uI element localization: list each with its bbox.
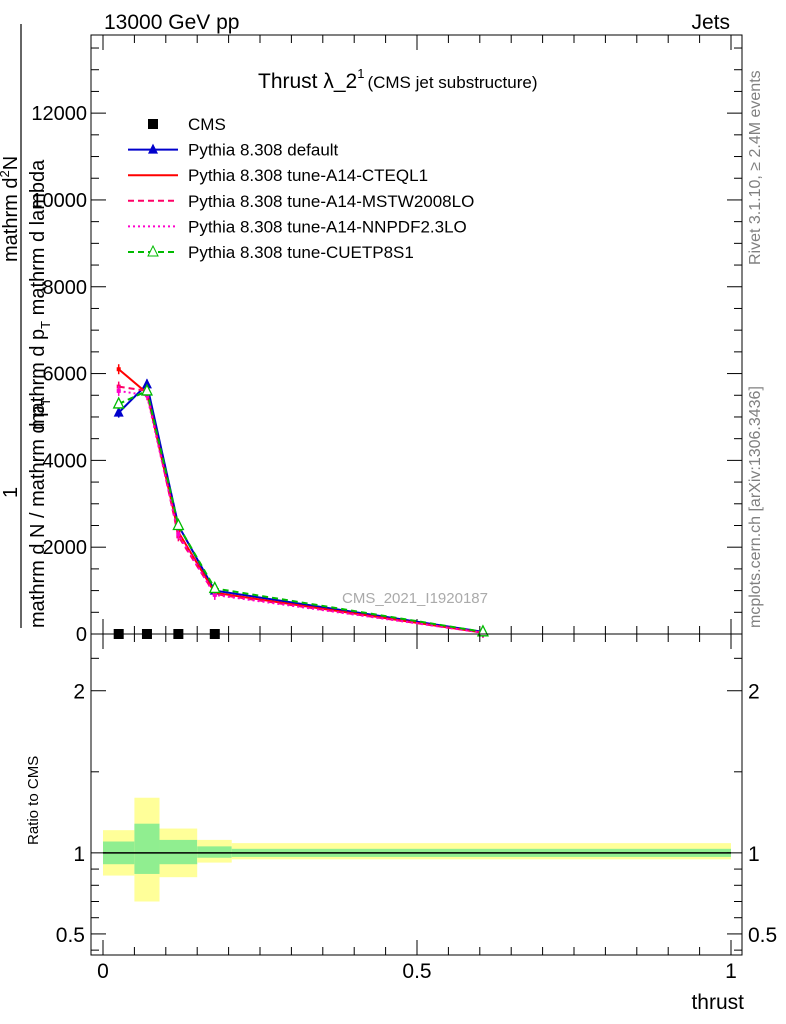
- main-y-tick-labels: 0 2000 4000 6000 8000 10000 12000: [31, 103, 87, 646]
- y-tick-label: 12000: [31, 103, 87, 125]
- triangle-marker: [141, 378, 152, 389]
- ratio-plot-panel: 0.5 0.5 1 1 2 2 0 0.5 1 Ratio to CMS thrust: [25, 633, 777, 1014]
- ratio-axes: [91, 634, 742, 955]
- y-label-denominator: mathrm d pT mathrm d lambda: [27, 159, 53, 430]
- legend-label: Pythia 8.308 tune-CUETP8S1: [188, 243, 414, 262]
- ratio-y-tick-label-right: 0.5: [748, 924, 777, 947]
- stat-uncertainty-band: [159, 839, 198, 865]
- header-process: Jets: [691, 11, 730, 34]
- rivet-label: Rivet 3.1.10, ≥ 2.4M events: [747, 70, 764, 265]
- y-tick-label: 6000: [43, 364, 88, 386]
- stat-uncertainty-band: [134, 823, 160, 874]
- open-triangle-marker: [172, 518, 185, 531]
- ratio-y-label: Ratio to CMS: [25, 756, 42, 845]
- ratio-y-tick-label: 2: [73, 681, 85, 704]
- legend-label: Pythia 8.308 tune-A14-MSTW2008LO: [188, 192, 474, 211]
- chart-title: Thrust λ_21 (CMS jet substructure): [258, 66, 538, 93]
- main-series: [112, 364, 489, 639]
- ratio-tick-labels: 0.5 0.5 1 1 2 2 0 0.5 1: [56, 681, 777, 983]
- point-marker: [212, 592, 217, 597]
- point-marker: [116, 367, 121, 372]
- open-triangle-marker: [112, 396, 125, 409]
- y-label-numerator: mathrm d2N: [0, 156, 22, 262]
- legend-label: Pythia 8.308 default: [188, 141, 339, 160]
- main-plot-panel: 0 2000 4000 6000 8000 10000 12000 CMS_2021_I19…: [31, 34, 743, 646]
- open-triangle-marker: [476, 624, 489, 637]
- legend-label: Pythia 8.308 tune-A14-CTEQL1: [188, 166, 428, 185]
- x-tick-label: 1: [725, 960, 737, 983]
- y-tick-label: 2000: [43, 537, 88, 559]
- main-axes: [91, 35, 742, 635]
- legend: CMS Pythia 8.308 default Pythia 8.308 tune…: [128, 115, 474, 262]
- x-tick-label: 0.5: [402, 960, 431, 983]
- legend-swatch: [148, 119, 158, 129]
- x-axis-label: thrust: [691, 991, 744, 1014]
- legend-item: Pythia 8.308 tune-A14-NNPDF2.3LO: [128, 217, 467, 236]
- ratio-y-tick-label-right: 1: [748, 843, 760, 866]
- y-tick-label: 0: [76, 624, 87, 646]
- legend-marker: [147, 244, 159, 257]
- ratio-y-tick-label: 0.5: [56, 924, 85, 947]
- y-tick-label: 8000: [43, 277, 88, 299]
- header-energy: 13000 GeV pp: [104, 11, 239, 34]
- legend-marker: [148, 143, 158, 154]
- x-tick-label: 0: [97, 960, 109, 983]
- legend-item: Pythia 8.308 tune-A14-CTEQL1: [128, 166, 428, 185]
- triangle-marker: [113, 406, 124, 417]
- point-marker: [176, 532, 181, 537]
- open-triangle-marker: [140, 383, 154, 396]
- ratio-y-tick-label-right: 2: [748, 681, 760, 704]
- series-5: [112, 383, 489, 637]
- point-marker: [116, 388, 121, 393]
- ratio-y-tick-label: 1: [73, 843, 85, 866]
- series-line: [118, 389, 484, 633]
- legend-item: Pythia 8.308 default: [128, 141, 339, 160]
- mcplots-label: mcplots.cern.ch [arXiv:1306.3436]: [747, 386, 764, 628]
- stat-uncertainty-band: [197, 846, 232, 858]
- series-line: [118, 385, 484, 634]
- legend-label: CMS: [188, 115, 226, 134]
- ratio-frame: [90, 633, 743, 956]
- analysis-watermark: CMS_2021_I1920187: [342, 590, 488, 607]
- open-triangle-marker: [208, 580, 221, 594]
- legend-item: CMS: [148, 115, 226, 134]
- legend-item: Pythia 8.308 tune-A14-MSTW2008LO: [128, 192, 474, 211]
- y-label-prefix-num: 1: [0, 487, 22, 498]
- y-label-prefix-den: mathrm d N / mathrm d pT: [27, 398, 53, 628]
- main-y-axis-label: 1 mathrm d N / mathrm d pT mathrm d2N ma…: [0, 24, 53, 628]
- legend-item: Pythia 8.308 tune-CUETP8S1: [128, 243, 414, 262]
- y-tick-label: 4000: [43, 450, 88, 472]
- ratio-bands: [103, 797, 732, 902]
- y-tick-label: 10000: [31, 190, 87, 212]
- legend-label: Pythia 8.308 tune-A14-NNPDF2.3LO: [188, 217, 467, 236]
